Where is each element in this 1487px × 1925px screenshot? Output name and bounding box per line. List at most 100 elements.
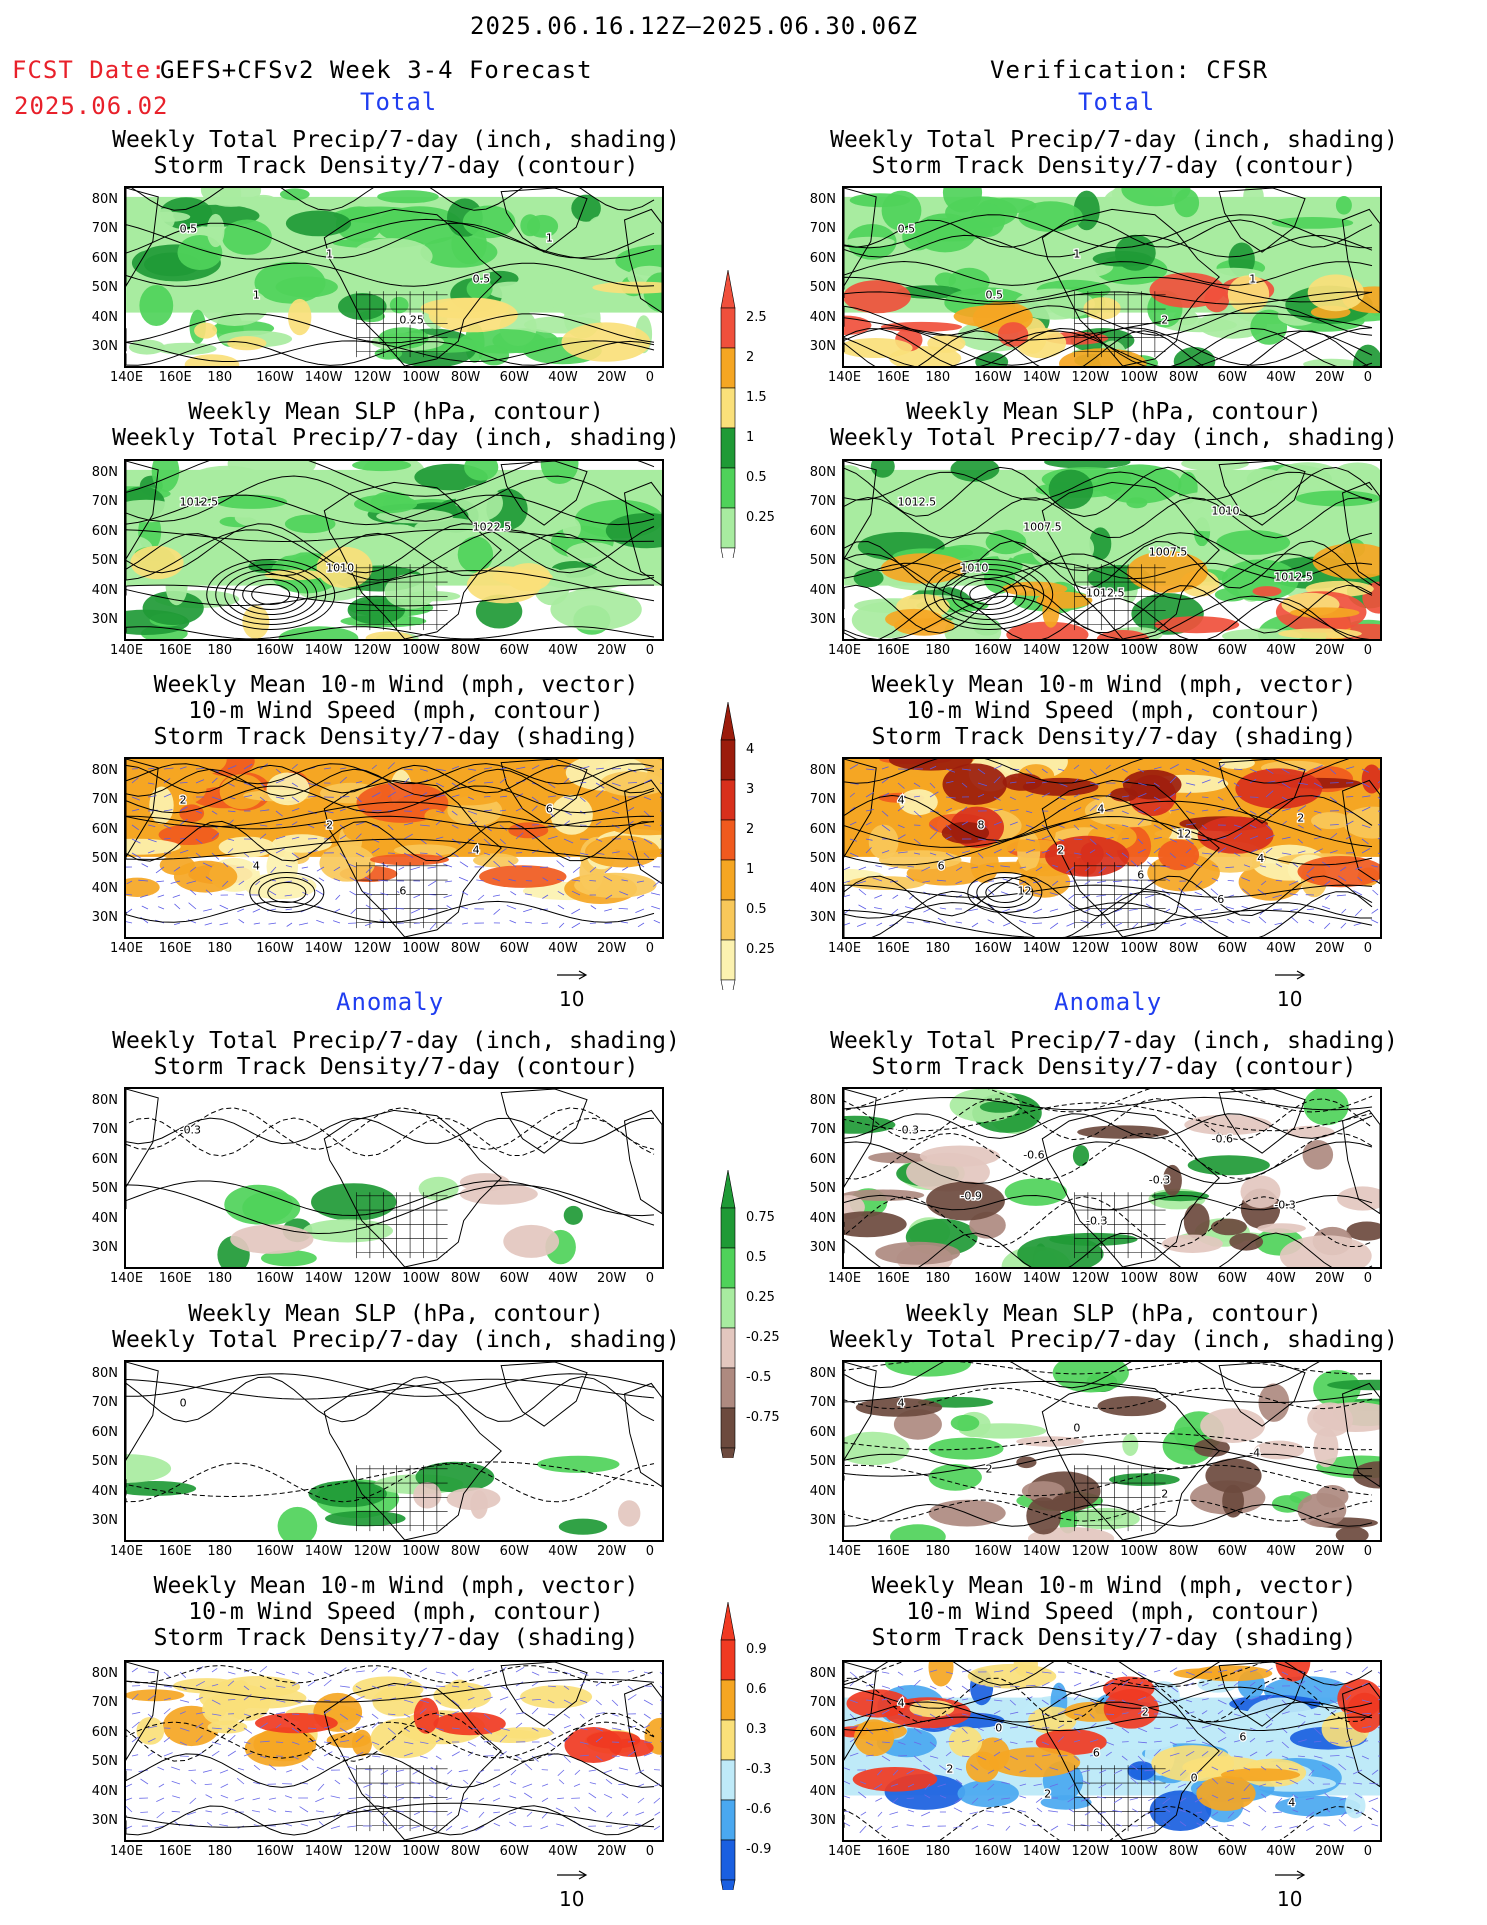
lat-label: 50N: [809, 1181, 836, 1197]
map-canvas: 0: [126, 1362, 662, 1540]
wind-vector: [653, 880, 661, 887]
wind-vector: [865, 1741, 874, 1746]
wind-vector: [235, 893, 245, 896]
wind-vector: [1052, 864, 1059, 868]
wind-vector: [1041, 792, 1050, 798]
shade-cell: [1161, 1234, 1223, 1253]
wind-vector: [1288, 880, 1299, 886]
wind-vector: [1169, 1667, 1178, 1673]
wind-vector: [268, 1764, 277, 1771]
shade-cell: [370, 542, 393, 561]
lat-label: 70N: [809, 1395, 836, 1411]
wind-vector: [1227, 918, 1235, 924]
lon-label: 0: [645, 1271, 654, 1286]
shade-cell: [288, 298, 312, 336]
wind-vector: [955, 880, 963, 884]
wind-vector: [147, 795, 157, 798]
wind-vector: [237, 1767, 245, 1771]
lon-label: 140W: [1022, 1844, 1061, 1859]
contour-label: 0.5: [898, 223, 916, 236]
wind-vector: [330, 1825, 341, 1829]
wind-vector: [476, 879, 485, 882]
lat-label: 50N: [91, 553, 118, 569]
shade-cell: [1257, 1223, 1306, 1234]
wind-vector: [347, 1765, 357, 1771]
wind-vector: [1185, 1739, 1196, 1743]
shade-cell: [217, 1676, 301, 1698]
wind-vector: [844, 866, 851, 871]
contour-line: [844, 1113, 1373, 1139]
wind-vector: [897, 824, 905, 829]
shade-cell: [868, 824, 899, 860]
wind-vector: [1185, 848, 1192, 854]
shade-cell: [145, 211, 191, 222]
wind-vector: [653, 919, 661, 924]
wind-vector: [1169, 1724, 1179, 1729]
wind-vector: [1019, 1795, 1027, 1799]
fcst-model: GEFS+CFSv2 Week 3-4 Forecast: [160, 56, 593, 84]
wind-vector: [993, 765, 1002, 770]
wind-vector: [131, 1736, 139, 1743]
wind-vector: [558, 922, 565, 928]
wind-vector: [1153, 766, 1162, 770]
wind-vector: [881, 824, 891, 832]
wind-vector: [275, 779, 285, 784]
wind-vector: [636, 880, 645, 883]
wind-vector: [1361, 768, 1369, 773]
wind-vector: [1057, 782, 1068, 787]
shade-cell: [279, 188, 310, 201]
wind-vector: [858, 1791, 867, 1799]
wind-vector: [1009, 821, 1018, 826]
wind-vector: [913, 1679, 921, 1687]
shade-cell: [128, 339, 165, 355]
shade-cell: [413, 1482, 442, 1509]
wind-vector: [1371, 908, 1379, 914]
shade-cell: [880, 321, 962, 332]
wind-vector: [435, 782, 445, 788]
wind-vector: [259, 1685, 266, 1690]
wind-vector: [1025, 768, 1033, 775]
lon-label: 160W: [974, 1544, 1012, 1559]
wind-vector: [1049, 922, 1059, 930]
contour-line: [844, 794, 1373, 842]
wind-vector: [1169, 776, 1177, 784]
wind-vector: [255, 880, 261, 886]
wind-vector: [929, 782, 936, 789]
wind-vector: [523, 1825, 533, 1828]
coastline: [1041, 779, 1220, 937]
wind-vector: [1196, 1783, 1203, 1790]
shade-cell: [969, 203, 1006, 238]
coastline: [844, 759, 877, 858]
lat-label: 30N: [809, 910, 836, 925]
shade-cell: [550, 588, 642, 631]
contour-label: 1007.5: [1149, 545, 1188, 558]
wind-vector: [1339, 1797, 1347, 1801]
wind-vector: [1377, 852, 1380, 855]
wind-vector: [1265, 1751, 1273, 1757]
arrow-icon: [1275, 1870, 1306, 1880]
contour-label: -0.9: [960, 1189, 981, 1202]
wind-vector: [961, 1698, 969, 1701]
wind-vector: [355, 796, 362, 803]
shade-cell: [227, 336, 267, 351]
wind-vector: [1068, 1808, 1075, 1813]
contour-label: 2: [1057, 843, 1064, 856]
wind-vector: [563, 820, 570, 826]
wind-vector: [1178, 1809, 1187, 1813]
wind-vector: [1281, 1755, 1289, 1759]
wind-vector: [595, 1712, 605, 1715]
wind-vector: [1130, 860, 1139, 868]
wind-vector: [844, 1780, 851, 1785]
wind-vector: [163, 824, 172, 830]
wind-vector: [1242, 1822, 1251, 1827]
contour-label: -0.3: [1274, 1198, 1295, 1211]
wind-vector: [355, 1735, 364, 1743]
wind-vector: [307, 1755, 314, 1761]
wind-vector: [443, 894, 453, 898]
arrow-icon: [557, 970, 588, 980]
wind-vector: [571, 879, 581, 882]
wind-vector: [371, 1721, 380, 1729]
wind-vector: [1097, 1796, 1107, 1799]
wind-vector: [467, 1727, 478, 1730]
wind-vector: [945, 1727, 956, 1732]
